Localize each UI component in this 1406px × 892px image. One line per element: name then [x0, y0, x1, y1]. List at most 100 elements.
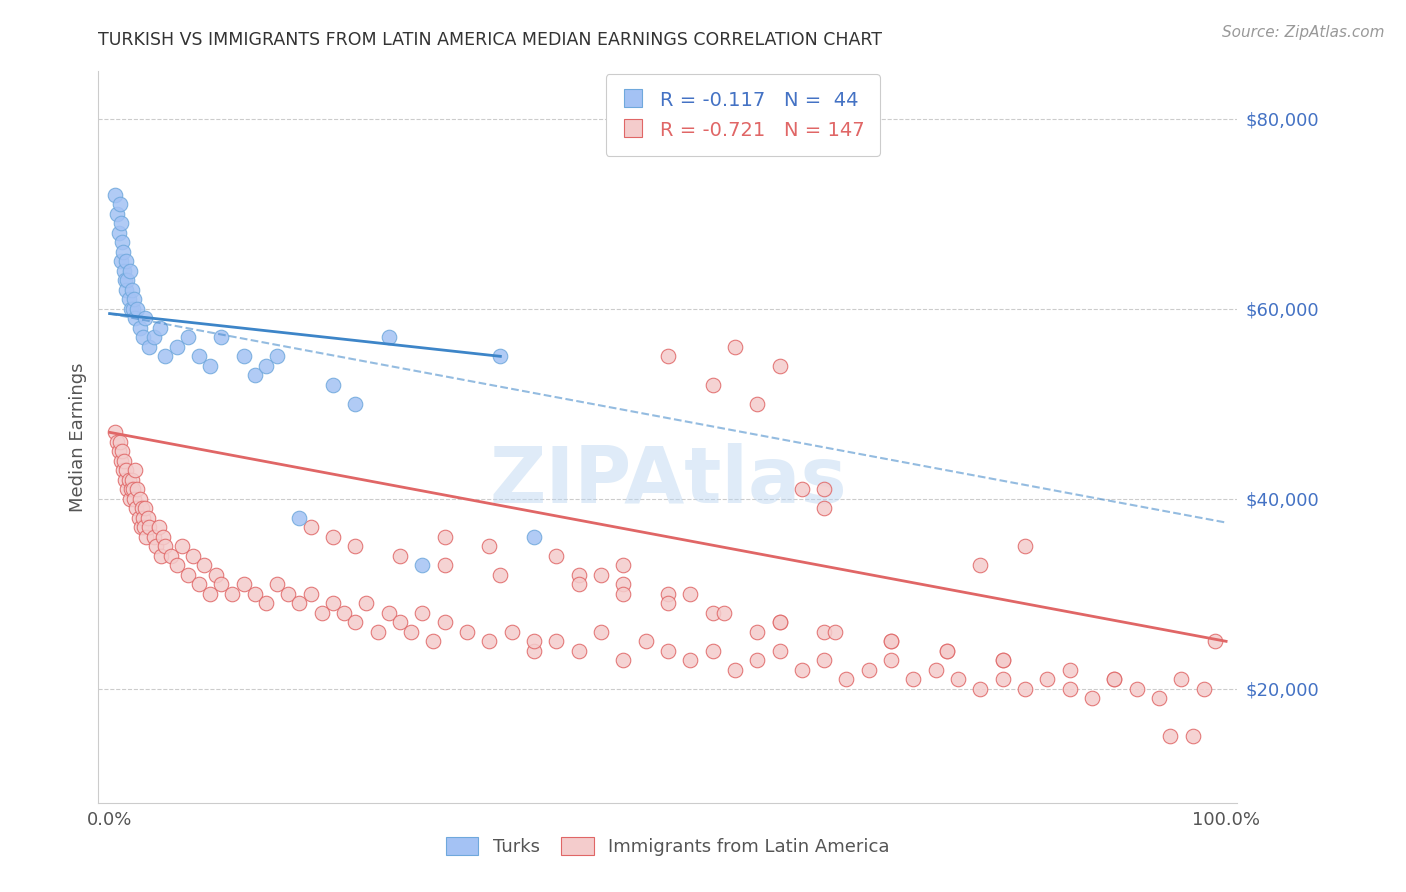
Point — [377, 330, 399, 344]
Point — [132, 511, 155, 525]
Point — [612, 653, 634, 667]
Point — [333, 606, 356, 620]
Point — [478, 539, 501, 553]
Point — [155, 539, 177, 553]
Point — [702, 377, 724, 392]
Point — [122, 293, 145, 307]
Point — [790, 663, 813, 677]
Point — [501, 624, 523, 639]
Point — [657, 349, 679, 363]
Point — [813, 653, 835, 667]
Point — [713, 606, 735, 620]
Point — [107, 434, 129, 449]
Point — [288, 596, 311, 610]
Point — [768, 644, 790, 658]
Point — [322, 596, 344, 610]
Point — [377, 606, 399, 620]
Point — [110, 254, 132, 268]
Point — [120, 483, 142, 497]
Text: Source: ZipAtlas.com: Source: ZipAtlas.com — [1222, 25, 1385, 40]
Point — [108, 434, 131, 449]
Point — [858, 663, 880, 677]
Point — [768, 359, 790, 373]
Point — [813, 501, 835, 516]
Point — [111, 244, 134, 259]
Point — [132, 330, 155, 344]
Point — [107, 226, 129, 240]
Point — [813, 624, 835, 639]
Point — [187, 577, 209, 591]
Point — [546, 549, 568, 563]
Point — [128, 491, 150, 506]
Point — [724, 663, 747, 677]
Point — [254, 359, 277, 373]
Point — [813, 483, 835, 497]
Point — [112, 454, 135, 468]
Point — [166, 558, 188, 573]
Point — [1192, 681, 1215, 696]
Point — [128, 321, 150, 335]
Point — [388, 549, 411, 563]
Point — [120, 301, 142, 316]
Point — [946, 673, 969, 687]
Point — [1204, 634, 1226, 648]
Point — [232, 349, 254, 363]
Point — [523, 634, 546, 648]
Point — [193, 558, 215, 573]
Point — [489, 567, 512, 582]
Point — [612, 587, 634, 601]
Point — [747, 653, 769, 667]
Point — [104, 425, 127, 440]
Point — [232, 577, 254, 591]
Point — [166, 340, 188, 354]
Point — [523, 530, 546, 544]
Point — [108, 197, 131, 211]
Point — [288, 511, 311, 525]
Point — [221, 587, 243, 601]
Point — [1147, 691, 1170, 706]
Point — [835, 673, 858, 687]
Point — [1059, 663, 1081, 677]
Point — [880, 634, 903, 648]
Point — [612, 558, 634, 573]
Point — [634, 634, 657, 648]
Point — [115, 254, 138, 268]
Point — [177, 330, 200, 344]
Point — [478, 634, 501, 648]
Point — [112, 264, 135, 278]
Point — [546, 634, 568, 648]
Point — [679, 653, 702, 667]
Point — [1014, 681, 1036, 696]
Point — [1014, 539, 1036, 553]
Point — [589, 624, 612, 639]
Point — [679, 587, 702, 601]
Point — [411, 606, 433, 620]
Point — [198, 587, 221, 601]
Point — [183, 549, 205, 563]
Point — [124, 311, 146, 326]
Point — [143, 530, 166, 544]
Point — [128, 511, 150, 525]
Point — [299, 587, 322, 601]
Point — [122, 491, 145, 506]
Point — [903, 673, 925, 687]
Point — [127, 483, 149, 497]
Point — [209, 577, 232, 591]
Point — [1104, 673, 1126, 687]
Point — [936, 644, 959, 658]
Point — [124, 463, 146, 477]
Point — [277, 587, 299, 601]
Point — [523, 644, 546, 658]
Point — [433, 558, 456, 573]
Point — [344, 539, 367, 553]
Point — [1170, 673, 1192, 687]
Point — [138, 520, 160, 534]
Point — [117, 483, 139, 497]
Point — [411, 558, 433, 573]
Point — [243, 587, 266, 601]
Point — [177, 567, 200, 582]
Point — [489, 349, 512, 363]
Point — [122, 483, 145, 497]
Point — [243, 368, 266, 383]
Point — [367, 624, 389, 639]
